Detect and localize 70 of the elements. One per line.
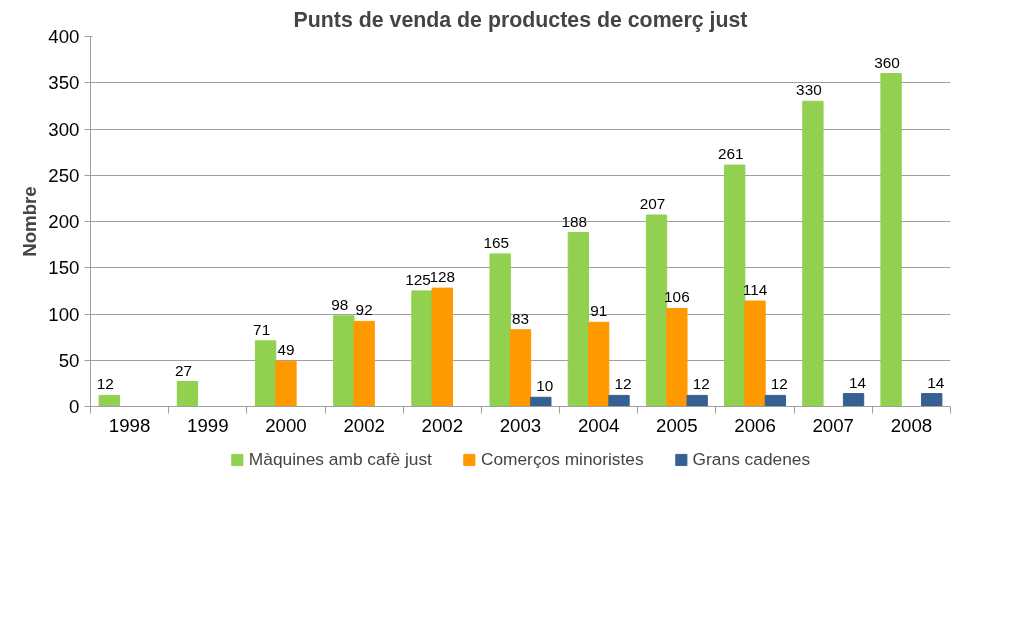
y-tick-label: 300: [48, 118, 80, 140]
data-label: 207: [639, 195, 666, 213]
x-tick-label: 2002: [421, 414, 464, 436]
bar: [567, 232, 590, 407]
bar: [588, 321, 610, 407]
data-label: 261: [717, 145, 744, 163]
bar: [431, 287, 453, 407]
y-tick-label: 250: [48, 164, 80, 186]
y-tick-label: 150: [48, 257, 80, 279]
data-label: 330: [796, 81, 822, 99]
data-label: 27: [174, 361, 192, 379]
y-tick-label: 350: [48, 72, 80, 94]
bar: [802, 100, 824, 407]
data-label: 125: [405, 270, 431, 288]
bar: [275, 360, 297, 407]
legend-label: Comerços minoristes: [480, 448, 644, 470]
data-label: 12: [96, 375, 114, 393]
data-label: 49: [277, 341, 295, 359]
bar: [764, 394, 787, 407]
bar: [333, 315, 355, 407]
x-tick-label: 2004: [577, 414, 620, 436]
data-label: 83: [511, 309, 530, 327]
x-tick-label: 2008: [890, 414, 933, 436]
data-label: 14: [927, 373, 945, 391]
bar: [686, 394, 708, 407]
data-label: 91: [590, 302, 608, 320]
bar: [608, 394, 630, 407]
chart-title: Punts de venda de productes de comerç just: [293, 7, 748, 32]
x-tick-label: 1999: [187, 414, 229, 436]
y-tick-label: 50: [58, 349, 80, 371]
data-label: 128: [429, 268, 456, 286]
bar: [724, 164, 746, 407]
y-tick-label: 0: [69, 396, 80, 417]
x-tick-label: 1998: [108, 414, 151, 436]
data-label: 12: [614, 375, 632, 393]
bar: [353, 320, 375, 407]
x-tick-label: 2006: [734, 414, 776, 436]
x-tick-label: 2000: [265, 414, 307, 436]
bar: [880, 73, 902, 407]
y-axis-title: Nombre: [19, 186, 41, 257]
bar: [254, 340, 277, 407]
x-tick-label: 2003: [499, 414, 542, 436]
x-tick-label: 2002: [343, 414, 385, 436]
bar: [666, 307, 688, 407]
x-tick-label: 2005: [656, 414, 698, 436]
data-label: 10: [536, 377, 554, 395]
bar: [411, 290, 433, 407]
data-label: 188: [561, 212, 588, 230]
y-tick-label: 100: [48, 303, 80, 325]
data-label: 71: [253, 320, 271, 338]
bar: [98, 394, 120, 407]
data-label: 92: [355, 301, 373, 319]
data-label: 12: [770, 375, 788, 393]
legend-label: Grans cadenes: [692, 448, 811, 470]
data-label: 14: [849, 373, 867, 391]
bar: [489, 253, 511, 407]
bar: [842, 393, 865, 407]
data-label: 165: [483, 233, 509, 251]
bar: [176, 381, 199, 407]
x-tick-label: 2007: [812, 414, 854, 436]
bar: [744, 300, 766, 407]
bar: [509, 329, 532, 407]
y-tick-label: 200: [48, 211, 80, 232]
data-label: 12: [692, 375, 710, 393]
y-tick-label: 400: [48, 26, 80, 47]
legend-label: Màquines amb cafè just: [248, 448, 432, 470]
bar: [530, 396, 552, 407]
data-label: 98: [331, 295, 349, 313]
bar: [921, 393, 943, 407]
data-label: 360: [874, 53, 900, 71]
